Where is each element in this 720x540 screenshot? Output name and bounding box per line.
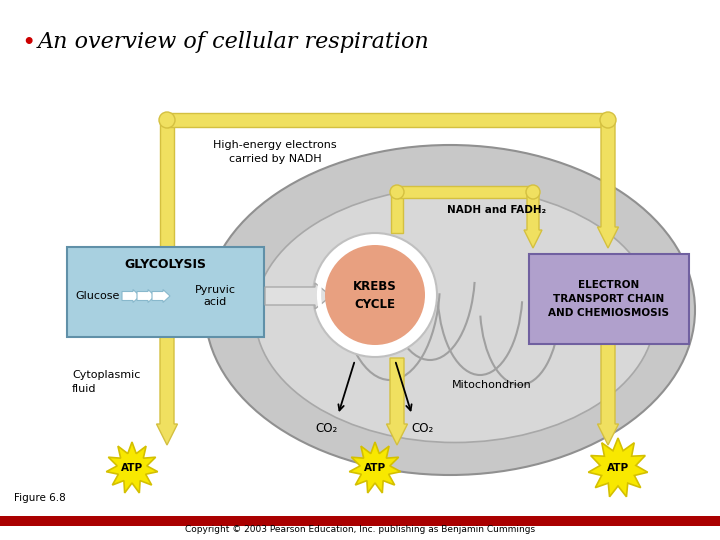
Text: NADH and FADH₂: NADH and FADH₂	[447, 205, 546, 215]
FancyArrow shape	[387, 358, 408, 445]
FancyArrow shape	[524, 192, 542, 248]
FancyArrow shape	[156, 335, 178, 445]
FancyArrow shape	[598, 340, 618, 445]
Circle shape	[526, 185, 540, 199]
Ellipse shape	[255, 187, 655, 442]
Circle shape	[600, 112, 616, 128]
Circle shape	[390, 185, 404, 199]
Text: KREBS
CYCLE: KREBS CYCLE	[353, 280, 397, 310]
Text: High-energy electrons
carried by NADH: High-energy electrons carried by NADH	[213, 140, 337, 164]
Polygon shape	[588, 438, 648, 497]
Text: Cytoplasmic
fluid: Cytoplasmic fluid	[72, 370, 140, 394]
Text: Figure 6.8: Figure 6.8	[14, 493, 66, 503]
Circle shape	[159, 112, 175, 128]
Text: Copyright © 2003 Pearson Education, Inc. publishing as Benjamin Cummings: Copyright © 2003 Pearson Education, Inc.…	[185, 525, 535, 535]
FancyArrow shape	[391, 192, 403, 233]
Circle shape	[313, 233, 437, 357]
Text: •: •	[22, 32, 35, 51]
FancyArrow shape	[265, 283, 331, 309]
Text: CO₂: CO₂	[412, 422, 434, 435]
FancyArrow shape	[137, 289, 155, 302]
FancyArrow shape	[122, 289, 140, 302]
Text: GLYCOLYSIS: GLYCOLYSIS	[124, 258, 206, 271]
Bar	[0, 516, 720, 526]
Text: Pyruvic
acid: Pyruvic acid	[194, 285, 235, 307]
Text: ATP: ATP	[121, 463, 143, 473]
Polygon shape	[107, 442, 158, 493]
FancyArrow shape	[598, 120, 618, 248]
Circle shape	[325, 245, 425, 345]
FancyBboxPatch shape	[67, 247, 264, 337]
FancyArrow shape	[167, 113, 608, 127]
Text: Glucose: Glucose	[76, 291, 120, 301]
FancyArrow shape	[397, 186, 533, 198]
Text: ATP: ATP	[364, 463, 386, 473]
Text: Mitochondrion: Mitochondrion	[452, 380, 532, 390]
Text: ATP: ATP	[607, 463, 629, 473]
Ellipse shape	[205, 145, 695, 475]
Text: ELECTRON
TRANSPORT CHAIN
AND CHEMIOSMOSIS: ELECTRON TRANSPORT CHAIN AND CHEMIOSMOSI…	[549, 280, 670, 318]
FancyArrow shape	[160, 120, 174, 265]
FancyBboxPatch shape	[529, 254, 689, 344]
FancyArrow shape	[152, 289, 170, 302]
Text: An overview of cellular respiration: An overview of cellular respiration	[38, 31, 430, 53]
Polygon shape	[349, 442, 401, 493]
Text: CO₂: CO₂	[316, 422, 338, 435]
